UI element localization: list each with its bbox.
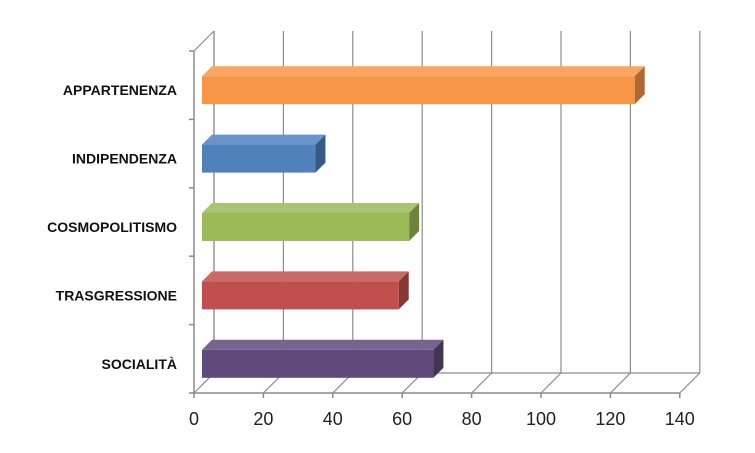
labels-layer: 0 20 40 60 80 100 120 140 APPARTENENZA INDIPENDEN… xyxy=(47,82,695,429)
bar-top-appartenenza xyxy=(202,66,645,77)
bar-appartenenza xyxy=(202,76,635,105)
x-tick-label-20: 20 xyxy=(253,409,273,429)
x-tick-label-80: 80 xyxy=(462,409,482,429)
gridline-depth-120 xyxy=(609,372,631,394)
category-label-cosmopolitismo: COSMOPOLITISMO xyxy=(47,219,177,235)
category-label-indipendenza: INDIPENDENZA xyxy=(72,151,177,167)
axis-layer xyxy=(189,50,681,398)
gridline-depth-140 xyxy=(679,372,701,394)
bar-top-cosmopolitismo xyxy=(202,203,420,213)
category-label-trasgressione: TRASGRESSIONE xyxy=(56,287,177,303)
bar-end-indipendenza xyxy=(315,134,326,173)
bar-end-socialit xyxy=(433,339,444,378)
x-tick-label-120: 120 xyxy=(595,409,625,429)
x-tick-label-140: 140 xyxy=(665,409,695,429)
bar-end-appartenenza xyxy=(634,66,645,105)
x-tick-label-100: 100 xyxy=(526,409,556,429)
x-tick-label-60: 60 xyxy=(392,409,412,429)
bar-end-cosmopolitismo xyxy=(409,203,420,241)
bar-trasgressione xyxy=(202,281,399,310)
bars-layer xyxy=(202,66,645,378)
x-tick-label-40: 40 xyxy=(323,409,343,429)
gridline-depth-100 xyxy=(540,372,562,394)
bar-indipendenza xyxy=(202,144,316,173)
x-tick-label-0: 0 xyxy=(189,409,199,429)
bar-top-trasgressione xyxy=(202,271,409,282)
category-label-socialit: SOCIALITÀ xyxy=(102,356,177,372)
bar-socialit xyxy=(202,349,434,378)
bar-cosmopolitismo xyxy=(202,213,410,241)
category-label-appartenenza: APPARTENENZA xyxy=(63,82,177,98)
gridline-depth-80 xyxy=(471,372,493,394)
left-wall-top-edge xyxy=(193,30,215,52)
bar-end-trasgressione xyxy=(398,271,409,310)
bar-top-indipendenza xyxy=(202,134,326,145)
bar-top-socialit xyxy=(202,339,444,350)
